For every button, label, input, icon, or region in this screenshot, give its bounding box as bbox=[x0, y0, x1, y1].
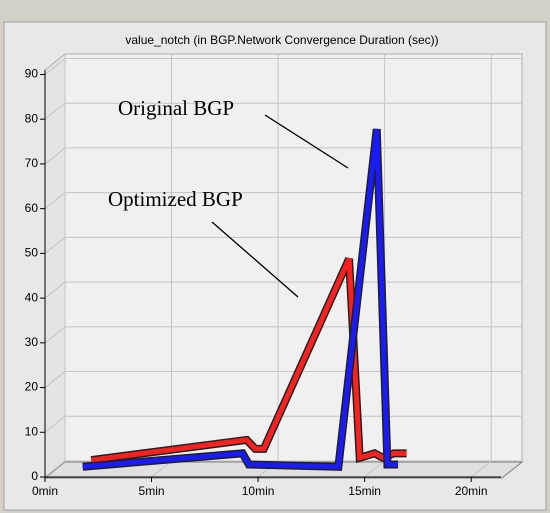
pointer bbox=[264, 114, 349, 169]
pointer bbox=[211, 221, 299, 298]
side-wall bbox=[44, 52, 66, 480]
annotation: Original BGP bbox=[118, 96, 234, 120]
x-tick-label: 20min bbox=[455, 484, 488, 498]
y-tick-label: 80 bbox=[25, 111, 39, 125]
annotation: Optimized BGP bbox=[108, 187, 243, 211]
grid-line bbox=[44, 54, 66, 478]
line bbox=[82, 128, 399, 470]
x-tick-label: 10min bbox=[242, 484, 275, 498]
grid-line bbox=[470, 54, 492, 478]
y-tick-label: 50 bbox=[25, 246, 39, 260]
x-tick-label: 0min bbox=[32, 484, 58, 498]
x-tick-label: 15min bbox=[348, 484, 381, 498]
y-tick-label: 60 bbox=[25, 201, 39, 215]
y-tick-label: 90 bbox=[25, 67, 39, 81]
floor bbox=[43, 461, 524, 479]
grid-line bbox=[257, 54, 279, 478]
chart-title: value_notch (in BGP.Network Convergence … bbox=[125, 33, 438, 47]
y-tick-label: 20 bbox=[25, 380, 39, 394]
y-tick-label: 40 bbox=[25, 290, 39, 304]
x-tick-label: 5min bbox=[139, 484, 165, 498]
y-tick-label: 0 bbox=[31, 469, 38, 483]
y-tick-label: 10 bbox=[25, 424, 39, 438]
y-tick-label: 70 bbox=[25, 156, 39, 170]
y-tick-label: 30 bbox=[25, 335, 39, 349]
